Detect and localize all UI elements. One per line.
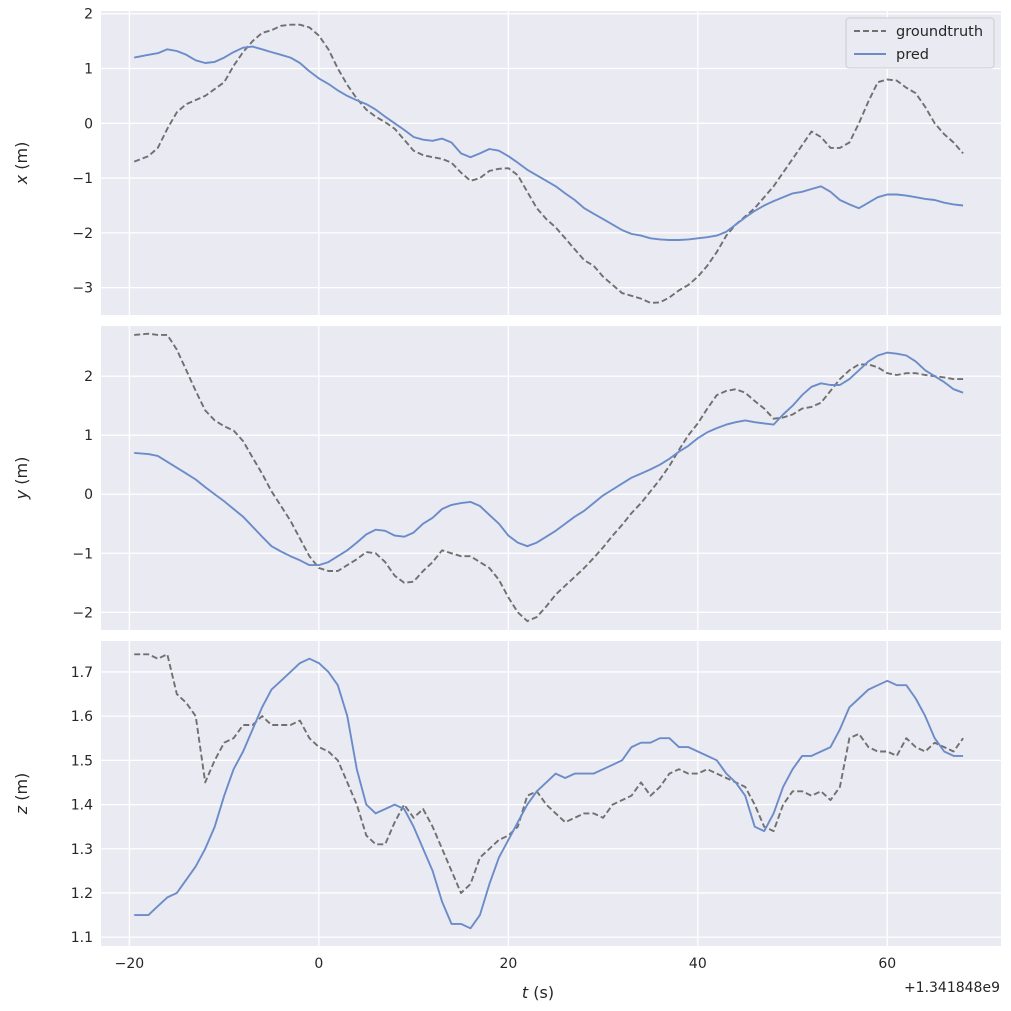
y-tick-label: 1.4: [71, 798, 93, 814]
legend-label-groundtruth: groundtruth: [896, 24, 983, 40]
y-tick-label: 1.2: [71, 886, 93, 902]
y-axis-label: z (m): [12, 773, 31, 816]
y-tick-label: 1.1: [71, 930, 93, 946]
y-tick-label: 2: [84, 369, 93, 385]
series-line-groundtruth: [134, 653, 964, 894]
y-tick-label: 1.6: [71, 709, 93, 725]
x-axis-label: t (s): [522, 983, 554, 1002]
y-tick-label: −1: [72, 546, 93, 562]
series-line-groundtruth: [134, 332, 964, 623]
x-tick-label: 40: [689, 956, 707, 972]
x-offset-label: +1.341848e9: [904, 980, 1000, 996]
series-line-pred: [134, 657, 964, 930]
x-tick-label: −20: [115, 956, 145, 972]
legend: groundtruth pred: [845, 17, 995, 69]
x-tick-label: 0: [314, 956, 323, 972]
y-tick-label: 1.3: [71, 842, 93, 858]
y-tick-label: 0: [84, 487, 93, 503]
y-tick-label: 1: [84, 428, 93, 444]
panel-y: −2 −1 0 1 2 y (m): [12, 326, 1001, 630]
legend-label-pred: pred: [896, 47, 929, 63]
y-tick-label: 1: [84, 62, 93, 78]
axes-background: [101, 641, 1001, 946]
y-tick-label: −1: [72, 171, 93, 187]
y-tick-label: 1.7: [71, 665, 93, 681]
y-tick-label: −2: [72, 226, 93, 242]
series-line-groundtruth: [133, 23, 964, 304]
x-tick-label: 60: [878, 956, 896, 972]
series-line-pred: [134, 351, 964, 567]
y-axis-label: x (m): [12, 142, 31, 186]
panel-z: 1.1 1.2 1.3 1.4 1.5 1.6 1.7 z (m) −20 0 20 40 60 t (s…: [12, 641, 1001, 1002]
y-tick-label: 1.5: [71, 753, 93, 769]
y-tick-label: 2: [84, 7, 93, 23]
y-axis-label: y (m): [12, 457, 31, 501]
y-tick-label: 0: [84, 116, 93, 132]
x-tick-label: 20: [499, 956, 517, 972]
series-line-pred: [134, 45, 964, 241]
y-tick-label: −2: [72, 605, 93, 621]
panel-x: −3 −2 −1 0 1 2 x (m) groundtruth pred: [12, 7, 1001, 315]
axes-background: [101, 326, 1001, 630]
y-tick-label: −3: [72, 281, 93, 297]
